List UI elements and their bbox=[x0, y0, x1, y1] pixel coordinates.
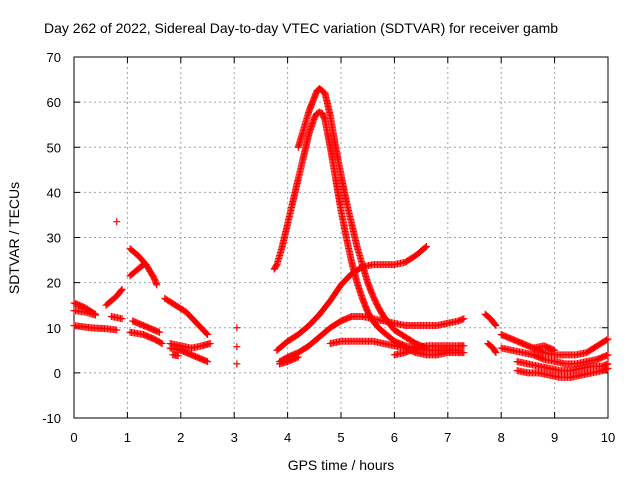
series-arc-n bbox=[169, 351, 182, 360]
data-point bbox=[460, 349, 468, 357]
y-tick-label: 60 bbox=[47, 95, 61, 110]
data-point bbox=[233, 343, 241, 351]
data-point bbox=[118, 315, 126, 323]
y-tick-label: 20 bbox=[47, 276, 61, 291]
x-tick-label: 4 bbox=[284, 430, 291, 445]
data-points bbox=[70, 85, 612, 381]
data-point bbox=[118, 285, 126, 293]
series-arc-l bbox=[166, 340, 214, 352]
y-tick-label: -10 bbox=[42, 411, 61, 426]
series-arc-c bbox=[70, 321, 121, 334]
series-arc-i bbox=[129, 317, 163, 336]
x-tick-label: 6 bbox=[391, 430, 398, 445]
data-point bbox=[117, 287, 125, 295]
x-tick-label: 5 bbox=[337, 430, 344, 445]
data-point bbox=[204, 358, 211, 366]
data-point bbox=[491, 320, 499, 328]
series-arc-ac bbox=[529, 342, 559, 354]
data-point bbox=[174, 352, 182, 360]
series-arc-w bbox=[481, 310, 500, 329]
axis-ticks: 0 1 2 3 4 5 6 7 8 9 10 -10 0 10 20 30 40 50 60 70 bbox=[42, 50, 615, 445]
series-arc-x bbox=[484, 340, 500, 357]
series-arc-ab bbox=[513, 358, 612, 375]
data-point bbox=[492, 321, 500, 329]
series-arc-e bbox=[107, 312, 126, 323]
series-arc-z bbox=[497, 344, 612, 368]
data-point bbox=[91, 311, 99, 319]
data-point bbox=[492, 349, 500, 357]
data-point bbox=[604, 335, 612, 343]
series-arc-m bbox=[166, 344, 211, 366]
series-arc-r bbox=[273, 243, 430, 354]
x-tick-label: 2 bbox=[177, 430, 184, 445]
data-point bbox=[604, 351, 612, 359]
data-point bbox=[491, 347, 499, 355]
x-tick-label: 10 bbox=[601, 430, 615, 445]
data-point bbox=[460, 315, 468, 323]
data-point bbox=[422, 243, 430, 251]
series-arc-o bbox=[233, 324, 241, 368]
x-axis-label: GPS time / hours bbox=[288, 457, 395, 473]
data-point bbox=[155, 328, 163, 336]
series-arc-v bbox=[390, 342, 468, 359]
data-point bbox=[206, 340, 214, 348]
data-point bbox=[158, 340, 166, 348]
x-tick-label: 1 bbox=[124, 430, 131, 445]
y-tick-label: 10 bbox=[47, 321, 61, 336]
series-arc-b bbox=[70, 307, 99, 319]
data-point bbox=[202, 329, 210, 337]
x-tick-label: 9 bbox=[551, 430, 558, 445]
y-axis-label: SDTVAR / TECUs bbox=[6, 182, 22, 294]
data-point bbox=[233, 324, 241, 332]
grid bbox=[74, 57, 608, 418]
series-arc-d bbox=[102, 285, 126, 309]
y-tick-label: 0 bbox=[54, 366, 61, 381]
data-point bbox=[113, 218, 121, 226]
x-tick-label: 7 bbox=[444, 430, 451, 445]
x-tick-label: 8 bbox=[498, 430, 505, 445]
y-tick-label: 40 bbox=[47, 185, 61, 200]
data-point bbox=[460, 342, 468, 350]
data-point bbox=[204, 331, 211, 339]
data-point bbox=[551, 346, 559, 354]
series-arc-k bbox=[161, 294, 211, 339]
series-arc-h bbox=[126, 245, 161, 289]
data-point bbox=[153, 281, 161, 289]
x-tick-label: 0 bbox=[70, 430, 77, 445]
data-point bbox=[604, 360, 612, 368]
chart-title: Day 262 of 2022, Sidereal Day-to-day VTE… bbox=[44, 20, 558, 36]
data-point bbox=[421, 244, 429, 252]
y-tick-label: 30 bbox=[47, 231, 61, 246]
data-point bbox=[603, 336, 611, 344]
data-point bbox=[294, 353, 302, 361]
series-arc-j bbox=[126, 328, 166, 348]
series-arc-q bbox=[294, 85, 430, 352]
y-tick-label: 50 bbox=[47, 140, 61, 155]
x-tick-label: 3 bbox=[231, 430, 238, 445]
y-tick-label: 70 bbox=[47, 50, 61, 65]
series-arc-t bbox=[276, 353, 302, 368]
series-arc-f bbox=[113, 218, 121, 226]
data-point bbox=[233, 360, 241, 368]
data-point bbox=[157, 339, 165, 347]
data-point bbox=[113, 326, 121, 334]
